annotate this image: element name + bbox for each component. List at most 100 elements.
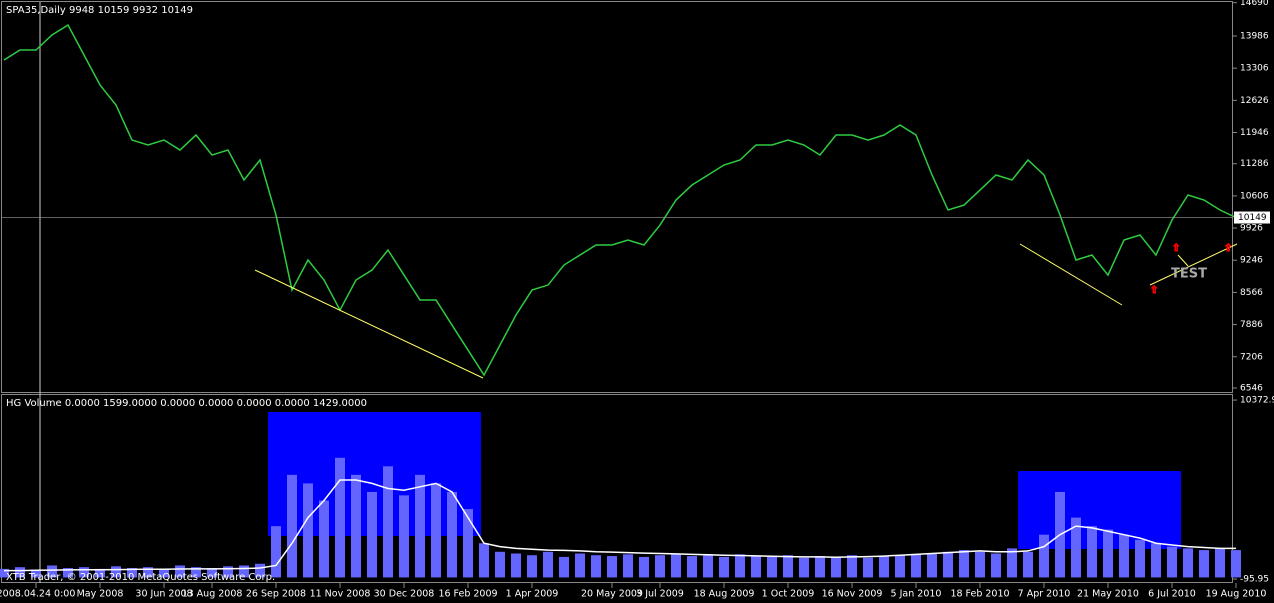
x-tick-label: 3 Jul 2009: [636, 589, 684, 600]
y-tick-label: 8566: [1240, 288, 1263, 298]
y-tick-label: 6546: [1240, 383, 1263, 393]
volume-bar: [63, 568, 73, 578]
volume-bar: [1023, 551, 1033, 578]
volume-bar: [383, 466, 393, 578]
volume-bar: [1087, 526, 1097, 578]
volume-bar: [767, 556, 777, 578]
volume-bar: [143, 567, 153, 578]
x-tick-label: May 2008: [77, 589, 124, 600]
trendline: [1019, 243, 1123, 306]
volume-bar: [575, 553, 585, 578]
volume-bar: [415, 474, 425, 578]
y-tick-label: 13306: [1240, 64, 1269, 74]
volume-bar: [255, 563, 265, 578]
y-tick-label: 12626: [1240, 96, 1269, 106]
volume-bar: [943, 551, 953, 578]
x-tick-label: 21 May 2010: [1077, 589, 1139, 600]
volume-bar: [879, 556, 889, 578]
x-tick-label: 18 Feb 2010: [950, 589, 1009, 600]
volume-bar: [31, 569, 41, 578]
volume-panel: [1, 394, 1233, 583]
trendline: [1149, 243, 1238, 286]
x-tick-label: 30 Dec 2008: [374, 589, 435, 600]
volume-bar: [847, 555, 857, 578]
volume-bar: [1119, 534, 1129, 578]
volume-bar: [511, 553, 521, 578]
volume-bar: [863, 557, 873, 578]
volume-bar: [1135, 539, 1145, 578]
volume-bar: [639, 556, 649, 578]
volume-bar: [1199, 550, 1209, 578]
volume-bar: [95, 568, 105, 578]
indicator-title: HG Volume 0.0000 1599.0000 0.0000 0.0000…: [6, 398, 367, 409]
arrow: ⇧: [1150, 285, 1158, 296]
volume-bar: [1183, 548, 1193, 578]
trendline: [254, 269, 484, 379]
volume-bar: [527, 555, 537, 578]
volume-bar: [1039, 534, 1049, 578]
volume-bar: [703, 555, 713, 578]
volume-bar: [991, 553, 1001, 578]
volume-bar: [111, 566, 121, 578]
arrow: ⇧: [1172, 243, 1180, 254]
last-price-label: 10149: [1238, 213, 1267, 223]
y-tick-label: 11946: [1240, 128, 1269, 138]
x-tick-label: 5 Jan 2010: [891, 589, 942, 600]
y-tick-label: -95.95: [1240, 575, 1269, 585]
volume-bar: [671, 553, 681, 578]
copyright: XTB Trader, © 2001-2010 MetaQuotes Softw…: [6, 572, 275, 583]
volume-bar: [543, 551, 553, 578]
volume-bar: [479, 543, 489, 578]
volume-bar: [975, 551, 985, 578]
volume-bar: [1071, 517, 1081, 578]
volume-bar: [895, 555, 905, 578]
x-tick-label: 1 Apr 2009: [506, 589, 559, 600]
volume-bar: [223, 566, 233, 578]
y-tick-label: 10372.9: [1240, 396, 1274, 406]
volume-bar: [351, 474, 361, 578]
volume-bar: [431, 483, 441, 578]
annotation: TEST: [1171, 267, 1207, 282]
y-tick-label: 14690: [1240, 0, 1269, 8]
volume-bar: [159, 568, 169, 578]
volume-bar: [1167, 546, 1177, 578]
x-tick-label: 16 Feb 2009: [438, 589, 497, 600]
volume-bar: [655, 555, 665, 578]
x-tick-label: 19 Aug 2010: [1206, 589, 1267, 600]
chart-title: SPA35,Daily 9948 10159 9932 10149: [6, 5, 193, 16]
volume-bar: [207, 568, 217, 578]
volume-bar: [1007, 548, 1017, 578]
y-tick-label: 9926: [1240, 224, 1263, 234]
volume-bar: [175, 565, 185, 578]
price-line: [3, 23, 1237, 377]
volume-bar: [911, 554, 921, 578]
x-tick-label: 30 Jun 2008: [135, 589, 192, 600]
x-tick-label: 18 Aug 2009: [694, 589, 755, 600]
volume-bar: [239, 565, 249, 578]
volume-bar: [399, 495, 409, 578]
volume-bar: [47, 565, 57, 578]
volume-bar: [927, 553, 937, 578]
volume-bar: [463, 509, 473, 578]
x-tick-label: 1 Oct 2009: [762, 589, 815, 600]
y-tick-label: 9246: [1240, 256, 1263, 266]
x-tick-label: 7 Apr 2010: [1018, 589, 1071, 600]
volume-bar: [367, 491, 377, 578]
volume-bar: [1151, 543, 1161, 578]
volume-bar: [1103, 529, 1113, 578]
volume-bar: [735, 554, 745, 578]
last-price-box: [1234, 211, 1270, 224]
volume-bar: [815, 556, 825, 578]
volume-bar: [79, 567, 89, 578]
y-tick-label: 11286: [1240, 159, 1269, 169]
volume-bar: [495, 551, 505, 578]
y-tick-label: 10606: [1240, 191, 1269, 201]
price-panel: [1, 1, 1233, 393]
volume-bar: [287, 474, 297, 578]
volume-bar: [799, 557, 809, 578]
volume-bar: [335, 457, 345, 578]
volume-bar: [623, 554, 633, 578]
x-tick-label: 11 Nov 2008: [310, 589, 371, 600]
volume-bar: [127, 568, 137, 578]
